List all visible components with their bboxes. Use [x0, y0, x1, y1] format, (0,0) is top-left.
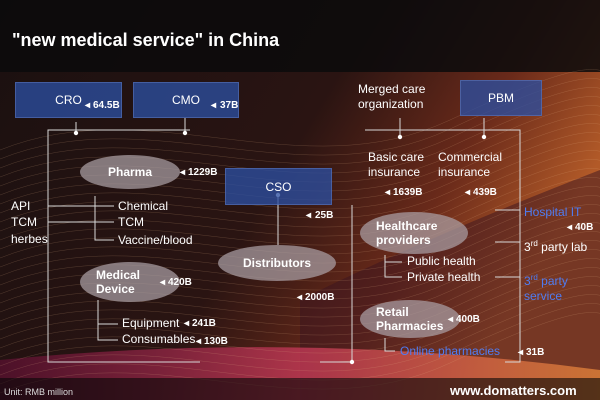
cmo-value: 37B	[220, 100, 239, 111]
website-link[interactable]: www.domatters.com	[450, 383, 577, 398]
pharma-item-chemical: Chemical	[118, 199, 169, 213]
basic-arrow: ◂	[385, 187, 391, 198]
diagram-title: "new medical service" in China	[12, 30, 280, 50]
pharma-label: Pharma	[107, 165, 153, 179]
service-prefix: 3	[524, 274, 531, 288]
medical-device-arrow: ◂	[160, 277, 166, 288]
service-suffix: party	[537, 274, 568, 288]
distributors-value: 2000B	[305, 292, 335, 303]
pharma-value: 1229B	[188, 167, 218, 178]
private-health: Private health	[407, 270, 481, 284]
online-value: 31B	[526, 347, 545, 358]
input-api: API	[11, 199, 31, 213]
hospital-it-arrow: ◂	[567, 222, 573, 233]
lab-sup: rd	[530, 239, 538, 248]
cso-label: CSO	[265, 179, 292, 194]
input-herbes: herbes	[11, 232, 48, 246]
basic-care-insurance: Basic care insurance	[368, 150, 424, 180]
medical-device-line1: Medical	[96, 268, 141, 282]
commercial-line2: insurance	[438, 165, 491, 179]
pharma-item-tcm: TCM	[118, 215, 144, 229]
background-wave-line	[0, 303, 600, 385]
equipment-arrow: ◂	[184, 318, 190, 329]
hospital-it-value: 40B	[575, 222, 594, 233]
commercial-arrow: ◂	[465, 187, 471, 198]
lab-prefix: 3	[524, 240, 531, 254]
background-wave-line	[0, 195, 600, 277]
background-wave-line	[0, 186, 600, 268]
retail-value: 400B	[456, 314, 480, 325]
cmo-label: CMO	[172, 93, 200, 107]
commercial-value: 439B	[473, 187, 497, 198]
medical-device-oval: Medical Device	[80, 262, 180, 302]
distributors-oval: Distributors	[218, 245, 336, 281]
background-wave-line	[0, 132, 600, 214]
third-party-lab: 3rd party lab	[524, 236, 587, 255]
background-wave-line	[0, 276, 600, 358]
basic-line2: insurance	[368, 165, 421, 179]
cro-value-arrow: ◂	[85, 100, 91, 111]
background-wave-line	[0, 294, 600, 376]
pharma-arrow: ◂	[180, 167, 186, 178]
cmo-box: CMO	[133, 82, 239, 118]
cso-box: CSO	[225, 168, 332, 205]
online-pharmacies: Online pharmacies	[400, 344, 501, 358]
equipment-value: 241B	[192, 318, 216, 329]
third-party-service: 3rd party service	[524, 270, 568, 304]
medical-device-line2: Device	[96, 282, 135, 296]
retail-arrow: ◂	[448, 314, 454, 325]
pharma-item-vaccine: Vaccine/blood	[118, 233, 193, 247]
retail-line2: Pharmacies	[376, 319, 444, 333]
cro-box: CRO	[15, 82, 122, 118]
healthcare-providers-oval: Healthcare providers	[360, 212, 468, 254]
merged-care-label: Merged care organization	[358, 82, 426, 111]
background-wave-line	[0, 141, 600, 223]
distributors-label: Distributors	[242, 256, 311, 270]
distributors-arrow: ◂	[297, 292, 303, 303]
device-equipment: Equipment	[122, 316, 180, 330]
service-sup: rd	[530, 273, 538, 282]
basic-value: 1639B	[393, 187, 423, 198]
cro-value: 64.5B	[93, 100, 120, 111]
pbm-label: PBM	[487, 91, 514, 105]
lab-suffix: party lab	[537, 240, 588, 254]
pbm-box: PBM	[460, 80, 542, 116]
consumables-arrow: ◂	[196, 336, 202, 347]
background-wave-line	[0, 78, 600, 160]
medical-device-value: 420B	[168, 277, 192, 288]
background-wave-line	[0, 285, 600, 367]
commercial-insurance: Commercial insurance	[438, 150, 502, 180]
commercial-line1: Commercial	[438, 150, 503, 164]
public-health: Public health	[407, 254, 476, 268]
retail-line1: Retail	[376, 305, 409, 319]
healthcare-line1: Healthcare	[376, 219, 438, 233]
healthcare-line2: providers	[376, 233, 431, 247]
consumables-value: 130B	[204, 336, 228, 347]
unit-note: Unit: RMB million	[4, 387, 74, 397]
input-tcm: TCM	[11, 215, 37, 229]
pharma-oval: Pharma	[80, 155, 180, 189]
cmo-value-arrow: ◂	[211, 100, 217, 111]
cro-label: CRO	[55, 93, 82, 107]
hospital-it: Hospital IT	[524, 205, 582, 219]
online-arrow: ◂	[518, 347, 524, 358]
cso-value: 25B	[315, 210, 334, 221]
device-consumables: Consumables	[122, 332, 196, 346]
background-wave-line	[0, 267, 600, 349]
cso-arrow: ◂	[306, 210, 312, 221]
service-line2: service	[524, 289, 563, 303]
retail-pharmacies-oval: Retail Pharmacies	[360, 300, 460, 338]
basic-line1: Basic care	[368, 150, 425, 164]
background-wave-line	[0, 87, 600, 169]
